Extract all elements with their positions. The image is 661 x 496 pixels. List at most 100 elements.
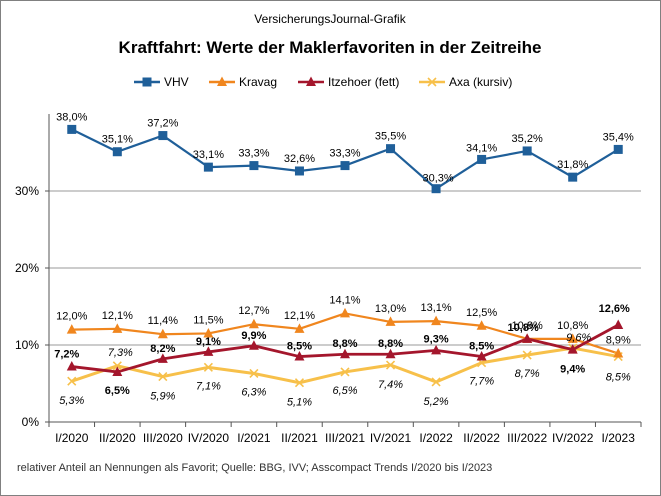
data-point [340, 348, 350, 359]
x-tick-label: IV/2021 [370, 431, 412, 445]
data-label: 12,7% [238, 305, 269, 317]
data-point [568, 172, 578, 182]
data-label: 13,0% [375, 303, 406, 315]
data-point [340, 367, 350, 377]
data-label: 6,5% [332, 385, 357, 397]
chart-footnote: relativer Anteil an Nennungen als Favori… [17, 462, 492, 474]
data-label: 8,2% [150, 343, 175, 355]
data-label: 8,7% [515, 368, 540, 380]
x-tick-label: III/2020 [143, 431, 183, 445]
legend-marker [142, 77, 152, 87]
x-axis: I/2020 II/2020 III/2020 IV/2020 I/2021 II/202… [48, 421, 642, 445]
data-label: 32,6% [284, 153, 315, 165]
plot-area: 38,0% 35,1% 37,2% 33,1% 33,3% 32,6% 33,3% 35,5%… [54, 111, 634, 408]
gridlines [49, 190, 641, 346]
data-label: 38,0% [56, 111, 87, 123]
data-point [157, 353, 168, 363]
data-label: 35,2% [512, 133, 543, 145]
data-label: 8,8% [332, 338, 357, 350]
data-point [476, 351, 487, 361]
data-label: 12,6% [599, 303, 630, 315]
data-point [203, 346, 214, 356]
data-point [112, 366, 123, 376]
data-point [477, 154, 487, 164]
data-point [203, 362, 213, 372]
legend-label: Kravag [239, 75, 277, 89]
legend-marker [306, 76, 316, 86]
data-point [294, 351, 305, 361]
data-point [66, 361, 77, 371]
y-tick-label: 20% [15, 261, 39, 275]
data-label: 31,8% [557, 159, 588, 171]
data-label: 14,1% [329, 294, 360, 306]
data-label: 9,1% [196, 336, 221, 348]
x-tick-label: III/2022 [507, 431, 547, 445]
data-point [67, 376, 77, 386]
data-point [249, 161, 259, 171]
data-point [248, 340, 259, 350]
y-tick-label: 30% [15, 184, 39, 198]
data-label: 7,2% [54, 349, 79, 361]
data-label: 13,1% [420, 302, 451, 314]
data-label: 12,5% [466, 307, 497, 319]
x-tick-label: II/2020 [99, 431, 136, 445]
data-point [203, 162, 213, 172]
data-label: 9,4% [560, 364, 585, 376]
data-point [567, 333, 578, 343]
data-label: 6,3% [241, 386, 266, 398]
chart-title: Kraftfahrt: Werte der Maklerfavoriten in… [119, 38, 542, 57]
data-label: 5,1% [287, 397, 312, 409]
data-point [386, 144, 396, 154]
data-label: 35,1% [102, 134, 133, 146]
data-point [431, 344, 442, 355]
x-tick-label: II/2021 [281, 431, 318, 445]
data-point [385, 360, 396, 370]
data-label: 6,5% [105, 385, 130, 397]
data-point [522, 146, 532, 156]
data-point [112, 147, 122, 157]
data-label: 33,1% [193, 149, 224, 161]
x-tick-label: III/2021 [325, 431, 365, 445]
chart-credit: VersicherungsJournal-Grafik [254, 12, 406, 26]
data-point [431, 315, 442, 326]
data-point [67, 124, 77, 134]
x-tick-label: II/2022 [463, 431, 500, 445]
data-point [385, 316, 396, 326]
data-label: 11,5% [193, 314, 224, 326]
legend-marker [427, 77, 437, 87]
data-point [522, 333, 533, 343]
x-tick-label: I/2021 [237, 431, 271, 445]
data-label: 9,3% [424, 333, 449, 345]
data-point [385, 348, 396, 359]
data-label: 12,0% [56, 311, 87, 323]
data-point [112, 361, 122, 371]
data-label: 9,9% [241, 330, 266, 342]
data-label: 8,5% [606, 372, 631, 384]
data-point [249, 368, 259, 379]
x-tick-label: IV/2020 [188, 431, 230, 445]
data-point [158, 131, 168, 141]
x-tick-label: IV/2022 [552, 431, 594, 445]
data-label: 5,3% [59, 395, 84, 407]
legend: VHV Kravag Itzehoer (fett) Axa (kursiv) [134, 75, 512, 89]
data-label: 8,5% [469, 341, 494, 353]
y-tick-label: 0% [22, 415, 40, 429]
data-point [431, 184, 441, 194]
data-point [158, 372, 168, 382]
data-point [203, 327, 214, 338]
data-label: 9,6% [566, 332, 591, 344]
data-point [340, 161, 350, 171]
data-label: 8,9% [606, 334, 631, 346]
data-label: 35,4% [603, 131, 634, 143]
data-point [613, 144, 623, 154]
y-tick-label: 10% [15, 338, 39, 352]
x-tick-label: I/2023 [602, 431, 636, 445]
data-point [567, 344, 578, 354]
data-label: 7,3% [108, 347, 133, 359]
data-label: 34,1% [466, 142, 497, 154]
data-label: 8,8% [378, 338, 403, 350]
data-label: 33,3% [329, 148, 360, 160]
data-point [157, 328, 168, 339]
data-point [431, 377, 441, 387]
